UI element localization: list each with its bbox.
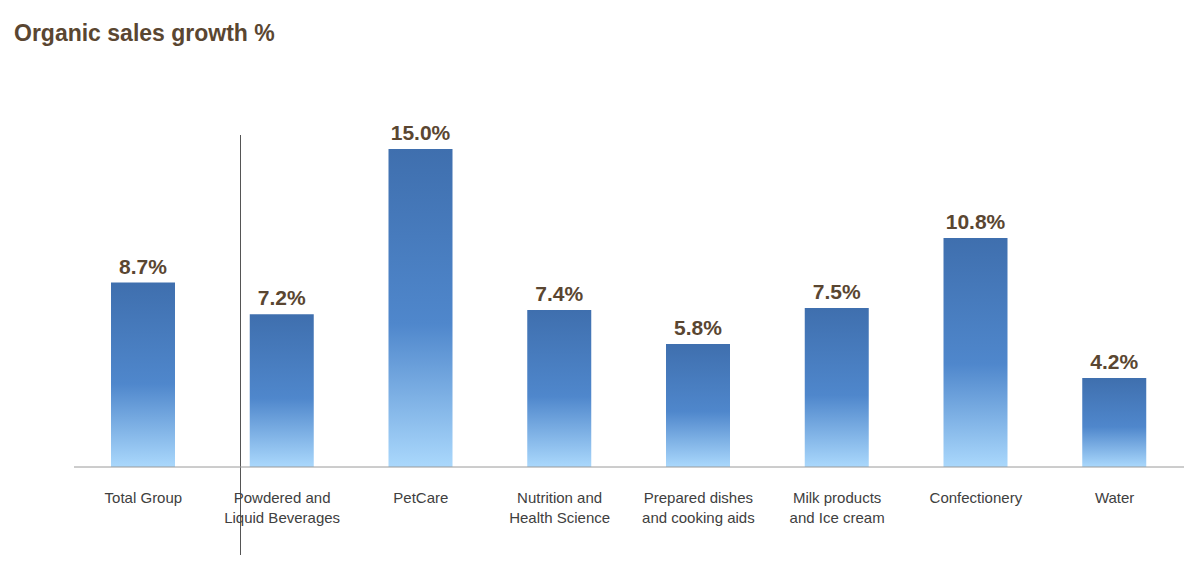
svg-text:7.2%: 7.2%	[258, 286, 306, 309]
svg-text:10.8%: 10.8%	[946, 210, 1006, 233]
svg-text:Prepared dishesand cooking aid: Prepared dishesand cooking aids	[642, 489, 755, 526]
svg-text:Milk productsand Ice cream: Milk productsand Ice cream	[790, 489, 885, 526]
svg-text:5.8%: 5.8%	[674, 316, 722, 339]
svg-text:7.5%: 7.5%	[813, 280, 861, 303]
html-text:Organic sales growth %: Organic sales growth %	[14, 20, 275, 46]
svg-text:4.2%: 4.2%	[1090, 350, 1138, 373]
svg-text:Powdered andLiquid Beverages: Powdered andLiquid Beverages	[224, 489, 340, 526]
svg-text:8.7%: 8.7%	[119, 255, 167, 278]
svg-text:15.0%: 15.0%	[391, 121, 451, 144]
svg-text:Water: Water	[1095, 489, 1134, 506]
svg-text:Nutrition andHealth Science: Nutrition andHealth Science	[509, 489, 610, 526]
svg-text:7.4%: 7.4%	[535, 282, 583, 305]
svg-text:Total Group: Total Group	[105, 489, 183, 506]
svg-text:PetCare: PetCare	[393, 489, 448, 506]
svg-text:Confectionery: Confectionery	[930, 489, 1023, 506]
